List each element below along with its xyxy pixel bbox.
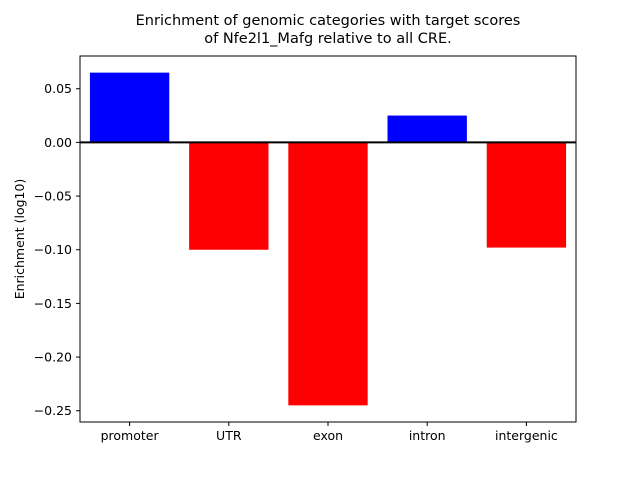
x-tick-label-intergenic: intergenic (495, 428, 558, 443)
chart-title: Enrichment of genomic categories with ta… (80, 12, 576, 48)
y-axis-label: Enrichment (log10) (12, 179, 27, 300)
chart-title-line2: of Nfe2l1_Mafg relative to all CRE. (204, 31, 452, 47)
bar-promoter (89, 72, 170, 143)
bar-exon (288, 142, 368, 406)
y-tick-label: −0.10 (34, 242, 72, 257)
chart-title-line1: Enrichment of genomic categories with ta… (135, 13, 521, 29)
y-tick-label: 0.00 (44, 135, 72, 150)
x-tick-label-promoter: promoter (101, 428, 160, 443)
x-tick-label-exon: exon (313, 428, 343, 443)
bar-UTR (189, 142, 269, 250)
x-tick-label-UTR: UTR (216, 428, 242, 443)
y-tick-label: −0.05 (34, 189, 72, 204)
bar-intergenic (486, 142, 567, 248)
y-tick-label: −0.20 (34, 350, 72, 365)
y-tick-label: 0.05 (44, 81, 72, 96)
bar-intron (387, 115, 467, 143)
y-tick-label: −0.25 (34, 403, 72, 418)
x-tick-label-intron: intron (409, 428, 446, 443)
y-tick-label: −0.15 (34, 296, 72, 311)
